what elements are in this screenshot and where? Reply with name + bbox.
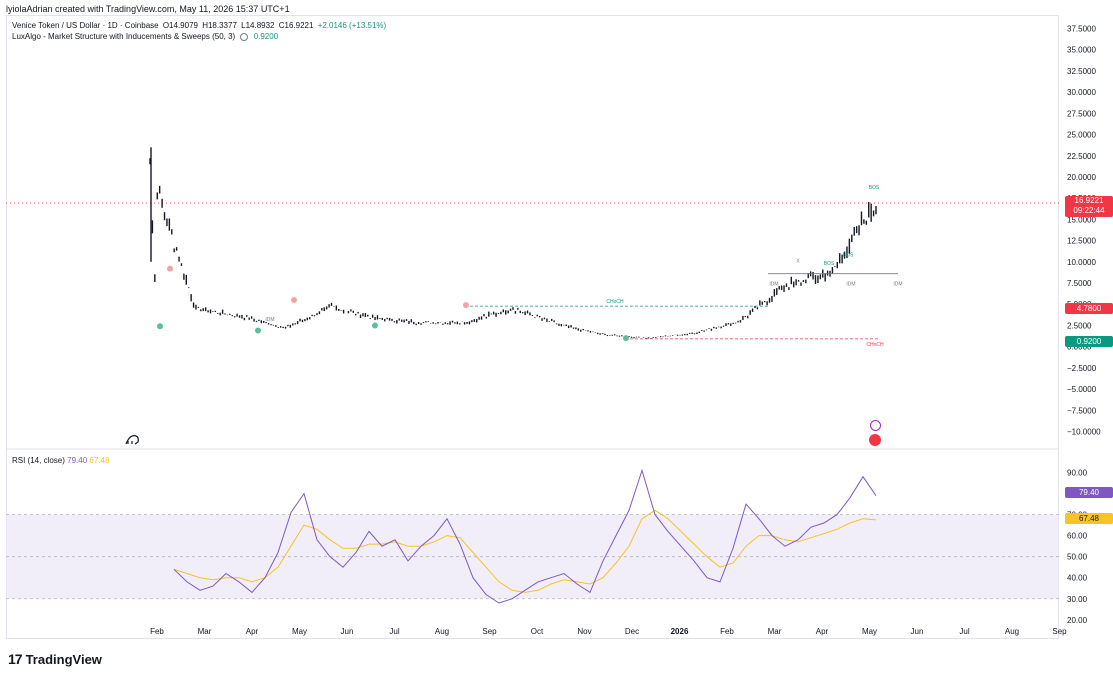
time-tick-label: Apr — [816, 627, 829, 636]
indicator-value: 0.9200 — [253, 32, 279, 41]
price-tick-label: 32.5000 — [1067, 67, 1096, 76]
price-tick-label: −2.5000 — [1067, 364, 1097, 373]
idm-label: IDM — [265, 317, 274, 323]
last-price-value: 16.9221 — [1074, 196, 1104, 205]
visibility-icon[interactable] — [240, 32, 249, 41]
time-tick-label: Dec — [625, 627, 639, 636]
price-tick-label: 15.0000 — [1067, 215, 1096, 224]
countdown-value: 09:22:44 — [1073, 206, 1105, 215]
rsi-legend[interactable]: RSI (14, close) 79.40 67.48 — [12, 456, 109, 465]
bos-label: BOS — [869, 185, 880, 191]
swing-marker — [157, 323, 163, 330]
symbol-title: Venice Token / US Dollar · 1D · Coinbase — [12, 21, 159, 30]
time-tick-label: Jul — [389, 627, 399, 636]
time-tick-label: Sep — [482, 627, 497, 636]
time-tick-label: May — [292, 627, 307, 636]
ohlc-low: L14.8932 — [241, 21, 275, 30]
time-tick-label: Apr — [246, 627, 259, 636]
rsi-title: RSI (14, close) — [12, 456, 65, 465]
flag-icon[interactable] — [869, 434, 881, 446]
swing-marker — [167, 265, 173, 272]
idm-label: IDM — [846, 282, 855, 288]
ohlc-close: C16.9221 — [278, 21, 314, 30]
swing-marker — [255, 327, 261, 334]
price-tick-label: 27.5000 — [1067, 109, 1096, 118]
time-tick-label: Oct — [531, 627, 544, 636]
time-tick-label: Feb — [150, 627, 164, 636]
level-tag-low: 0.9200 — [1065, 336, 1113, 347]
choch-label: CHoCH — [606, 299, 624, 305]
ohlc-open: O14.9079 — [162, 21, 198, 30]
time-tick-label: Nov — [577, 627, 591, 636]
lightning-icon[interactable] — [870, 420, 881, 431]
choch-label-low: CHoCH — [866, 342, 884, 348]
level-tag-high: 4.7800 — [1065, 303, 1113, 314]
swing-marker — [463, 302, 469, 309]
swing-marker — [372, 322, 378, 329]
price-tick-label: 22.5000 — [1067, 152, 1096, 161]
rsi-tick-label: 90.00 — [1067, 469, 1088, 478]
price-tick-label: 10.0000 — [1067, 258, 1096, 267]
time-tick-label: 2026 — [671, 627, 689, 636]
time-tick-label: Aug — [435, 627, 449, 636]
time-tick-label: Mar — [198, 627, 212, 636]
price-tick-label: 0.0000 — [1067, 343, 1092, 352]
price-tick-label: −7.5000 — [1067, 406, 1097, 415]
rsi-tick-label: 30.00 — [1067, 595, 1088, 604]
bos-label: BOS — [843, 253, 854, 259]
time-tick-label: Feb — [720, 627, 734, 636]
price-tick-label: 7.5000 — [1067, 279, 1092, 288]
time-tick-label: Jun — [911, 627, 924, 636]
tradingview-logo[interactable]: 17 TradingView — [8, 651, 102, 667]
price-tick-label: 20.0000 — [1067, 173, 1096, 182]
price-tick-label: −5.0000 — [1067, 385, 1097, 394]
chart-credit: lyiolaAdrian created with TradingView.co… — [6, 4, 290, 14]
ohlc-change: +2.0146 (+13.51%) — [317, 21, 387, 30]
time-tick-label: Jul — [959, 627, 969, 636]
rsi-ma-legend-value: 67.48 — [89, 456, 110, 465]
price-tick-label: 25.0000 — [1067, 131, 1096, 140]
rsi-tag: 79.40 — [1065, 487, 1113, 498]
rsi-line — [173, 468, 877, 604]
rsi-ma-tag: 67.48 — [1065, 513, 1113, 524]
time-tick-label: Jun — [341, 627, 354, 636]
rsi-tick-label: 50.00 — [1067, 553, 1088, 562]
price-tick-label: 2.5000 — [1067, 321, 1092, 330]
price-tick-label: 30.0000 — [1067, 88, 1096, 97]
tradingview-mark-icon: 17 — [8, 651, 23, 667]
idm-label: IDM — [769, 282, 778, 288]
last-price-tag: 16.9221 09:22:44 — [1065, 196, 1113, 217]
indicator-legend[interactable]: LuxAlgo - Market Structure with Induceme… — [12, 32, 278, 41]
rsi-tick-label: 40.00 — [1067, 574, 1088, 583]
rsi-tick-label: 20.00 — [1067, 616, 1088, 625]
price-tick-label: −10.0000 — [1067, 428, 1101, 437]
price-tick-label: 37.5000 — [1067, 24, 1096, 33]
price-tick-label: 35.0000 — [1067, 46, 1096, 55]
time-tick-label: May — [862, 627, 877, 636]
price-tick-label: 12.5000 — [1067, 237, 1096, 246]
bos-label: BOS — [824, 261, 835, 267]
x-label: X — [796, 259, 800, 265]
tradingview-wordmark: TradingView — [25, 651, 102, 667]
rsi-legend-value: 79.40 — [67, 456, 88, 465]
rsi-ma-line — [173, 509, 877, 593]
indicator-title: LuxAlgo - Market Structure with Induceme… — [12, 32, 236, 41]
swing-marker — [291, 297, 297, 303]
time-tick-label: Sep — [1052, 627, 1067, 636]
chart-frame — [6, 15, 1059, 639]
rsi-tick-label: 60.00 — [1067, 532, 1088, 541]
swing-marker — [623, 335, 629, 342]
idm-label: IDM — [893, 282, 902, 288]
symbol-legend[interactable]: Venice Token / US Dollar · 1D · Coinbase… — [12, 21, 388, 30]
dino-icon — [125, 435, 139, 445]
time-tick-label: Mar — [768, 627, 782, 636]
time-tick-label: Aug — [1005, 627, 1019, 636]
ohlc-high: H18.3377 — [202, 21, 237, 30]
